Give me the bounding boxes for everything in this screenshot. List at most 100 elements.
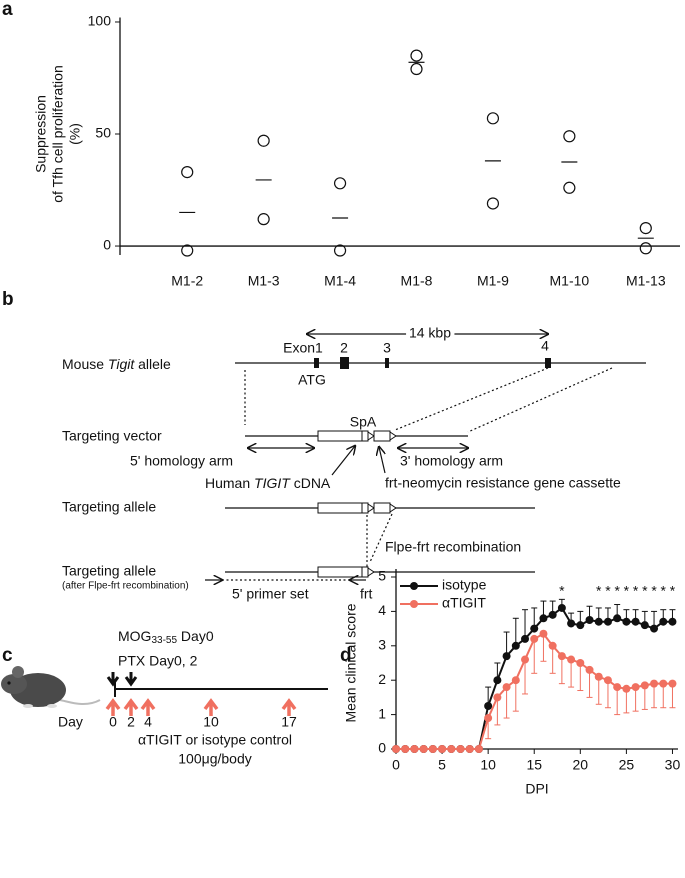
data-point xyxy=(438,745,447,753)
x-tick-label: M1-3 xyxy=(248,273,280,289)
data-point xyxy=(493,676,502,685)
data-point xyxy=(650,679,659,688)
ptx-label: PTX Day0, 2 xyxy=(118,653,198,669)
x-tick-label: M1-2 xyxy=(171,273,203,289)
significance-mark: * xyxy=(642,583,648,599)
data-point xyxy=(530,634,539,643)
data-point xyxy=(511,676,520,685)
exon-label: 3 xyxy=(383,340,391,356)
row-sublabel: (after Flpe-frt recombination) xyxy=(62,581,189,592)
recombination-label: Flpe-frt recombination xyxy=(385,539,521,555)
arm-label: 3' homology arm xyxy=(400,453,503,469)
panel-label: a xyxy=(2,0,13,20)
y-tick-label: 100 xyxy=(88,13,112,29)
exon xyxy=(340,357,349,369)
data-point xyxy=(539,629,548,638)
cdna-label: Human TIGIT cDNA xyxy=(205,475,331,491)
data-point xyxy=(181,244,194,257)
data-point xyxy=(548,610,557,619)
data-point xyxy=(585,616,594,624)
x-tick-label: 5 xyxy=(438,757,446,773)
data-point xyxy=(502,652,511,661)
legend-marker xyxy=(410,582,418,590)
data-point xyxy=(594,672,603,681)
data-point xyxy=(639,242,652,255)
data-point xyxy=(392,745,400,753)
data-point xyxy=(419,745,428,753)
data-point xyxy=(181,165,194,179)
significance-mark: * xyxy=(596,583,602,599)
data-point xyxy=(622,684,631,693)
x-tick-label: M1-4 xyxy=(324,273,356,289)
data-point xyxy=(668,617,677,626)
data-point xyxy=(456,745,465,753)
legend-label: isotype xyxy=(442,577,487,593)
dose-label: 100μg/body xyxy=(178,751,251,767)
y-tick-label: 1 xyxy=(378,705,386,721)
legend-marker xyxy=(410,600,418,608)
data-point xyxy=(576,621,585,630)
data-point xyxy=(585,665,594,674)
y-tick-label: 4 xyxy=(378,602,386,618)
significance-mark: * xyxy=(624,583,630,599)
data-point xyxy=(333,177,347,190)
y-axis-label: of Tfh cell proliferation xyxy=(50,65,66,202)
panel-label: c xyxy=(2,645,13,666)
mog-label: MOG33-55 Day0 xyxy=(118,628,214,646)
x-tick-label: M1-9 xyxy=(477,273,509,289)
mouse-icon xyxy=(1,666,101,708)
data-point xyxy=(640,681,649,690)
data-point xyxy=(410,62,423,76)
y-axis-label: Mean clinical score xyxy=(343,603,359,722)
day-number: 2 xyxy=(127,714,135,730)
data-point xyxy=(557,603,566,612)
y-tick-label: 2 xyxy=(378,671,386,687)
data-point xyxy=(557,652,566,661)
y-axis-label: Suppression xyxy=(33,95,49,173)
significance-mark: * xyxy=(559,583,565,599)
data-point xyxy=(521,655,530,664)
significance-mark: * xyxy=(614,583,620,599)
data-point xyxy=(659,617,668,626)
x-tick-label: 20 xyxy=(573,757,589,773)
data-point xyxy=(563,181,576,194)
data-point xyxy=(401,745,410,753)
row-label: Mouse Tigit allele xyxy=(62,356,171,372)
data-point xyxy=(563,130,576,143)
x-axis-label: DPI xyxy=(525,781,548,797)
injection-arrow xyxy=(281,698,297,716)
data-point xyxy=(650,624,659,633)
primer-label: 5' primer set xyxy=(232,586,309,602)
data-point xyxy=(474,745,483,753)
data-point xyxy=(333,244,347,257)
data-point xyxy=(530,624,539,633)
data-point xyxy=(539,614,548,623)
atg-label: ATG xyxy=(298,372,326,388)
data-point xyxy=(631,683,640,692)
exon-label: Exon1 xyxy=(283,340,323,356)
day-label: Day xyxy=(58,714,83,730)
data-point xyxy=(428,745,437,753)
x-tick-label: 0 xyxy=(392,757,400,773)
diagram-c: MOG33-55 Day0 PTX Day0, 2 Day 0 2 4 10 17 αT… xyxy=(1,628,328,767)
data-point xyxy=(639,222,652,235)
scale-label: 14 kbp xyxy=(409,325,451,341)
data-point xyxy=(493,693,502,702)
y-tick-label: 0 xyxy=(378,740,386,756)
legend-label: αTIGIT xyxy=(442,595,486,611)
x-tick-label: 10 xyxy=(480,757,496,773)
frt-label: frt xyxy=(360,586,373,602)
data-point xyxy=(484,702,493,710)
x-tick-label: M1-10 xyxy=(550,273,590,289)
data-point xyxy=(622,617,631,626)
data-point xyxy=(511,641,520,650)
data-point xyxy=(640,621,649,630)
significance-mark: * xyxy=(633,583,639,599)
significance-mark: * xyxy=(605,583,611,599)
data-point xyxy=(613,683,622,692)
injection-arrow xyxy=(203,698,219,716)
exon xyxy=(545,358,551,368)
day-number: 0 xyxy=(109,714,117,730)
y-axis-label: (%) xyxy=(67,123,83,145)
